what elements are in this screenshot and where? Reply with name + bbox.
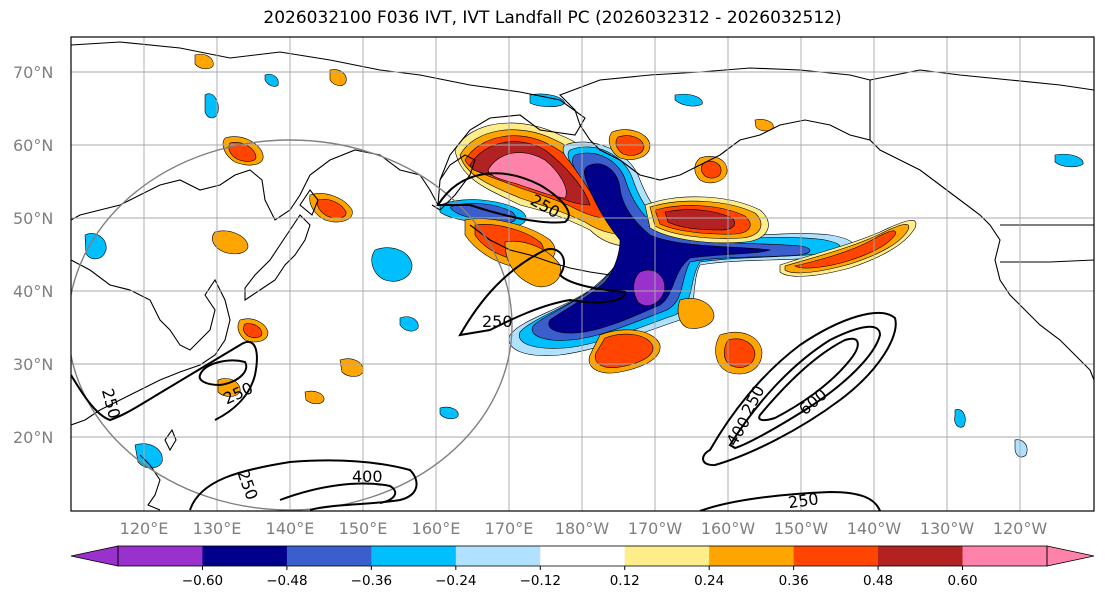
map-background (71, 37, 1094, 511)
colorbar-tick-label: 0.24 (694, 573, 724, 589)
colorbar-max-arrow (1046, 545, 1095, 567)
colorbar-tick-label: 0.36 (779, 573, 809, 589)
lon-label: 160°E (412, 519, 461, 538)
longitude-labels: 120°E 130°E 140°E 150°E 160°E 170°E 180°… (120, 519, 1048, 538)
colorbar-min-arrow (70, 545, 119, 567)
lon-label: 140°E (266, 519, 315, 538)
ivt-positive-region (211, 230, 249, 255)
colorbar-segment (286, 546, 372, 566)
colorbar-segment (793, 546, 879, 566)
ivt-positive-region (228, 142, 257, 162)
colorbar-frame (117, 545, 1048, 567)
ivt-negative-region (1054, 153, 1084, 168)
contour-label: 400 (352, 467, 383, 486)
colorbar-tick-label: 0.60 (948, 573, 978, 589)
graticule (71, 37, 1094, 511)
ivt-negative-region (633, 269, 666, 306)
contour-label: 250 (482, 312, 513, 331)
ivt-negative-region (371, 247, 413, 282)
ivt-positive-region (329, 69, 347, 86)
lon-label: 120°E (120, 519, 169, 538)
ivt-negative-region (954, 409, 966, 428)
ivt-positive-region (304, 390, 325, 405)
ivt-negative-region (399, 316, 419, 332)
landfall-region-circle (71, 139, 513, 511)
ivt-negative-region (204, 93, 219, 119)
colorbar-segment (624, 546, 710, 566)
lat-label: 70°N (13, 63, 53, 82)
ivt-positive-region (615, 135, 645, 156)
ivt-positive-region (794, 230, 896, 269)
colorbar-tick-label: −0.48 (266, 573, 307, 589)
colorbar-segment (455, 546, 541, 566)
colorbar-tick-label: −0.36 (351, 573, 392, 589)
colorbar-segment (709, 546, 795, 566)
ivt-positive-region (664, 209, 735, 231)
map-frame (70, 36, 1095, 512)
lon-label: 150°E (339, 519, 388, 538)
lon-label: 130°W (920, 519, 975, 538)
colorbar-tick-label: −0.60 (182, 573, 223, 589)
colorbar-tick-label: 0.48 (863, 573, 893, 589)
lat-label: 40°N (13, 282, 53, 301)
ivt-positive-region (677, 298, 715, 329)
ivt-positive-region (594, 333, 654, 368)
ivt-positive-region (243, 323, 263, 338)
contour-label: 250 (787, 489, 820, 512)
lon-label: 140°W (847, 519, 902, 538)
colorbar-segment (371, 546, 457, 566)
lon-label: 170°W (628, 519, 683, 538)
colorbar-segment (118, 546, 203, 566)
colorbar-tick-label: 0.12 (610, 573, 640, 589)
colorbar: −0.60 −0.48 −0.36 −0.24 −0.12 0.12 0.24 0.36 0.4… (70, 545, 1095, 589)
colorbar-segment (878, 546, 964, 566)
ivt-contours (71, 172, 897, 511)
colorbar-segment (202, 546, 288, 566)
lat-label: 50°N (13, 209, 53, 228)
ivt-negative-region (1014, 439, 1028, 458)
ivt-positive-region (487, 152, 567, 199)
latitude-labels: 70°N 60°N 50°N 40°N 30°N 20°N (13, 63, 53, 447)
lon-label: 120°W (993, 519, 1048, 538)
ivt-negative-region (264, 73, 279, 87)
colorbar-tick-label: −0.12 (520, 573, 561, 589)
lon-label: 180°W (555, 519, 610, 538)
ivt-positive-region (700, 160, 722, 179)
lat-label: 60°N (13, 136, 53, 155)
ivt-negative-region (84, 233, 107, 260)
map-title: 2026032100 F036 IVT, IVT Landfall PC (20… (263, 8, 842, 28)
colorbar-segment (962, 546, 1048, 566)
colorbar-segment (540, 546, 626, 566)
ivt-positive-region (194, 53, 214, 70)
ivt-negative-region (449, 203, 516, 225)
ivt-negative-region (439, 406, 459, 420)
colorbar-tick-label: −0.24 (435, 573, 476, 589)
ivt-positive-region (217, 378, 241, 397)
ivt-positive-region (723, 338, 756, 368)
lon-label: 150°W (774, 519, 829, 538)
lon-label: 130°E (193, 519, 242, 538)
lon-label: 170°E (485, 519, 534, 538)
lon-label: 160°W (701, 519, 756, 538)
lat-label: 20°N (13, 428, 53, 447)
ivt-negative-region (674, 93, 703, 107)
lat-label: 30°N (13, 355, 53, 374)
